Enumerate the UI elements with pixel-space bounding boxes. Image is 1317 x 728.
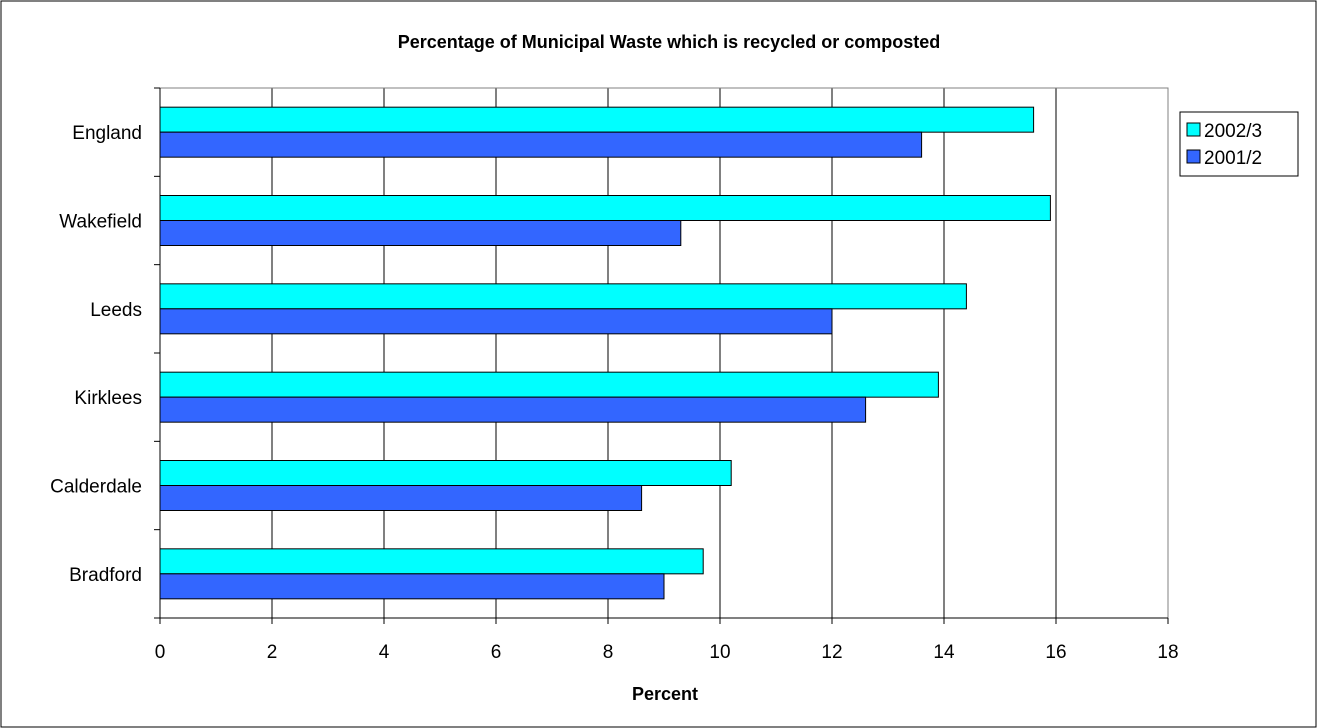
bar-2002-3-bradford (159, 548, 704, 575)
x-tick-label: 12 (821, 642, 842, 663)
x-tick-label: 14 (933, 642, 955, 663)
plot-background (160, 88, 1168, 618)
bar-2001-2-wakefield (159, 220, 682, 246)
bar-2001-2-leeds (159, 308, 833, 335)
x-tick-label: 10 (709, 642, 730, 663)
y-tick-label: Bradford (69, 565, 142, 586)
legend: 2002/3 2001/2 (1179, 111, 1299, 177)
x-tick-label: 0 (155, 642, 166, 663)
bar-2001-2-kirklees (159, 396, 867, 423)
legend-swatch (1186, 149, 1201, 164)
x-tick-label: 8 (603, 642, 614, 663)
x-tick-label: 18 (1157, 642, 1178, 663)
x-tick-label: 16 (1045, 642, 1066, 663)
legend-label: 2002/3 (1204, 121, 1262, 142)
y-tick-label: Kirklees (74, 388, 142, 409)
bar-2002-3-england (159, 106, 1035, 133)
x-axis-title: Percent (632, 684, 698, 704)
bar-2001-2-england (159, 131, 923, 158)
y-tick-label: England (72, 123, 142, 144)
x-tick-label: 4 (379, 642, 390, 663)
chart-title: Percentage of Municipal Waste which is r… (398, 32, 940, 52)
x-tick-label: 6 (491, 642, 502, 663)
bar-2002-3-calderdale (159, 460, 732, 486)
bar-2002-3-wakefield (159, 195, 1051, 221)
legend-swatch (1186, 122, 1201, 137)
bar-2001-2-calderdale (159, 485, 643, 511)
bar-2002-3-kirklees (159, 371, 939, 398)
x-tick-label: 2 (267, 642, 278, 663)
bar-2002-3-leeds (159, 283, 967, 310)
legend-label: 2001/2 (1204, 148, 1262, 169)
y-tick-label: Calderdale (50, 477, 142, 498)
bar-2001-2-bradford (159, 573, 665, 600)
plot-area: England Wakefield Leeds Kirklees Calderdale B… (50, 87, 1179, 663)
y-tick-label: Leeds (90, 300, 142, 321)
y-tick-label: Wakefield (59, 212, 142, 233)
